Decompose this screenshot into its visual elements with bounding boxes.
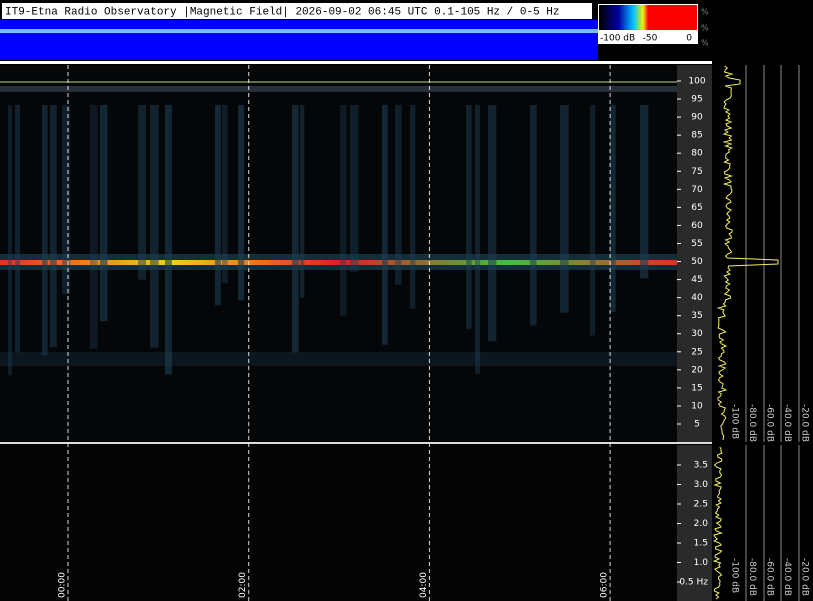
noise-stripe xyxy=(560,105,569,313)
time-grid: 00:00 02:00 04:00 06:00 xyxy=(58,65,611,601)
time-label: 00:00 xyxy=(58,572,68,598)
noise-stripe xyxy=(382,105,388,345)
noise-stripe xyxy=(640,105,649,279)
color-scale-label: 0 xyxy=(686,34,692,44)
y-tick-label: 95 xyxy=(691,95,702,105)
y-tick-label: 55 xyxy=(691,239,702,249)
noise-stripe xyxy=(475,105,481,374)
level-label: -100 dB xyxy=(730,404,740,439)
noise-stripe xyxy=(350,105,359,272)
noise-stripe xyxy=(50,105,57,348)
spectrum-panel: -100 dB -80.0 dB -60.0 dB -40.0 dB -20.0 dB-… xyxy=(712,65,810,601)
level-label: -40.0 dB xyxy=(782,404,792,442)
y-tick-label: 70 xyxy=(691,185,703,195)
y-tick-label: 10 xyxy=(691,401,703,411)
band-22hz xyxy=(0,352,677,366)
noise-stripe xyxy=(292,105,299,353)
time-label: 02:00 xyxy=(238,572,248,598)
y-tick-label: 75 xyxy=(691,167,702,177)
level-label: -60.0 dB xyxy=(765,558,775,596)
y-tick-label: 1.0 xyxy=(694,558,709,568)
noise-stripe xyxy=(42,105,48,356)
percent-label: % xyxy=(701,39,709,48)
y-tick-label: 20 xyxy=(691,365,703,375)
noise-stripe xyxy=(395,105,402,285)
y-tick-label: 40 xyxy=(691,293,703,303)
spectrum-trace xyxy=(712,446,723,600)
level-label: -20.0 dB xyxy=(800,558,810,596)
y-tick-label: 90 xyxy=(691,113,703,123)
noise-stripe xyxy=(610,105,616,312)
noise-stripe xyxy=(215,105,221,306)
y-tick-label: 45 xyxy=(691,275,702,285)
color-scale-label: -50 xyxy=(643,34,658,44)
y-tick-label: 80 xyxy=(691,149,703,159)
lower-spectrogram xyxy=(0,445,677,601)
color-scale xyxy=(599,5,697,30)
separator xyxy=(0,442,712,444)
y-tick-label: 3.0 xyxy=(694,480,709,490)
y-tick-label: 65 xyxy=(691,203,702,213)
noise-stripe xyxy=(590,105,596,336)
separator xyxy=(0,61,712,64)
y-tick-label: 60 xyxy=(691,221,703,231)
noise-stripe xyxy=(340,105,347,316)
y-tick-label: 30 xyxy=(691,329,703,339)
band-100hz xyxy=(0,81,677,83)
noise-stripe xyxy=(488,105,497,342)
level-label: -60.0 dB xyxy=(765,404,775,442)
noise-stripe xyxy=(165,105,172,375)
y-tick-label: 5 xyxy=(694,420,700,430)
percent-label: % xyxy=(701,8,709,17)
noise-stripe xyxy=(15,105,21,353)
spectrogram xyxy=(0,65,677,442)
y-tick-label: 50 xyxy=(691,257,703,267)
axis-column xyxy=(677,65,712,442)
noise-stripe xyxy=(150,105,159,348)
band-50hz xyxy=(0,260,677,265)
noise-stripe xyxy=(238,105,245,301)
time-label: 06:00 xyxy=(600,572,610,598)
y-tick-label: 15 xyxy=(691,383,702,393)
noise-stripe xyxy=(100,105,108,322)
level-label: -100 dB xyxy=(730,558,740,593)
y-tick-label: 2.0 xyxy=(694,519,709,529)
overview-band xyxy=(0,20,598,60)
y-tick-label: 1.5 xyxy=(694,539,708,549)
noise-stripe xyxy=(410,105,416,309)
band-98hz xyxy=(0,86,677,92)
color-scale-label: -100 dB xyxy=(600,34,635,44)
level-label: -40.0 dB xyxy=(782,558,792,596)
percent-label: % xyxy=(701,24,709,33)
y-tick-label: 35 xyxy=(691,311,702,321)
y-tick-label: 100 xyxy=(688,77,705,87)
noise-stripe xyxy=(466,105,472,329)
noise-stripe xyxy=(8,105,13,376)
time-label: 04:00 xyxy=(419,572,429,598)
axis-column xyxy=(677,445,712,601)
level-label: -80.0 dB xyxy=(747,404,757,442)
y-tick-label: 85 xyxy=(691,131,702,141)
noise-stripe xyxy=(138,105,147,280)
spectrum-trace xyxy=(716,65,779,441)
title: IT9-Etna Radio Observatory |Magnetic Fie… xyxy=(5,6,560,18)
noise-stripe xyxy=(300,105,305,298)
noise-stripe xyxy=(530,105,537,326)
noise-stripe xyxy=(90,105,98,349)
level-label: -20.0 dB xyxy=(800,404,810,442)
overview-line xyxy=(0,29,598,33)
noise-stripe xyxy=(222,105,228,284)
y-tick-label: 2.5 xyxy=(694,500,708,510)
level-label: -80.0 dB xyxy=(747,558,757,596)
noise-stripe xyxy=(62,105,71,295)
y-tick-label: 3.5 xyxy=(694,461,708,471)
y-tick-label: 0.5 Hz xyxy=(679,578,708,588)
y-tick-label: 25 xyxy=(691,347,702,357)
title-bar xyxy=(2,3,592,19)
